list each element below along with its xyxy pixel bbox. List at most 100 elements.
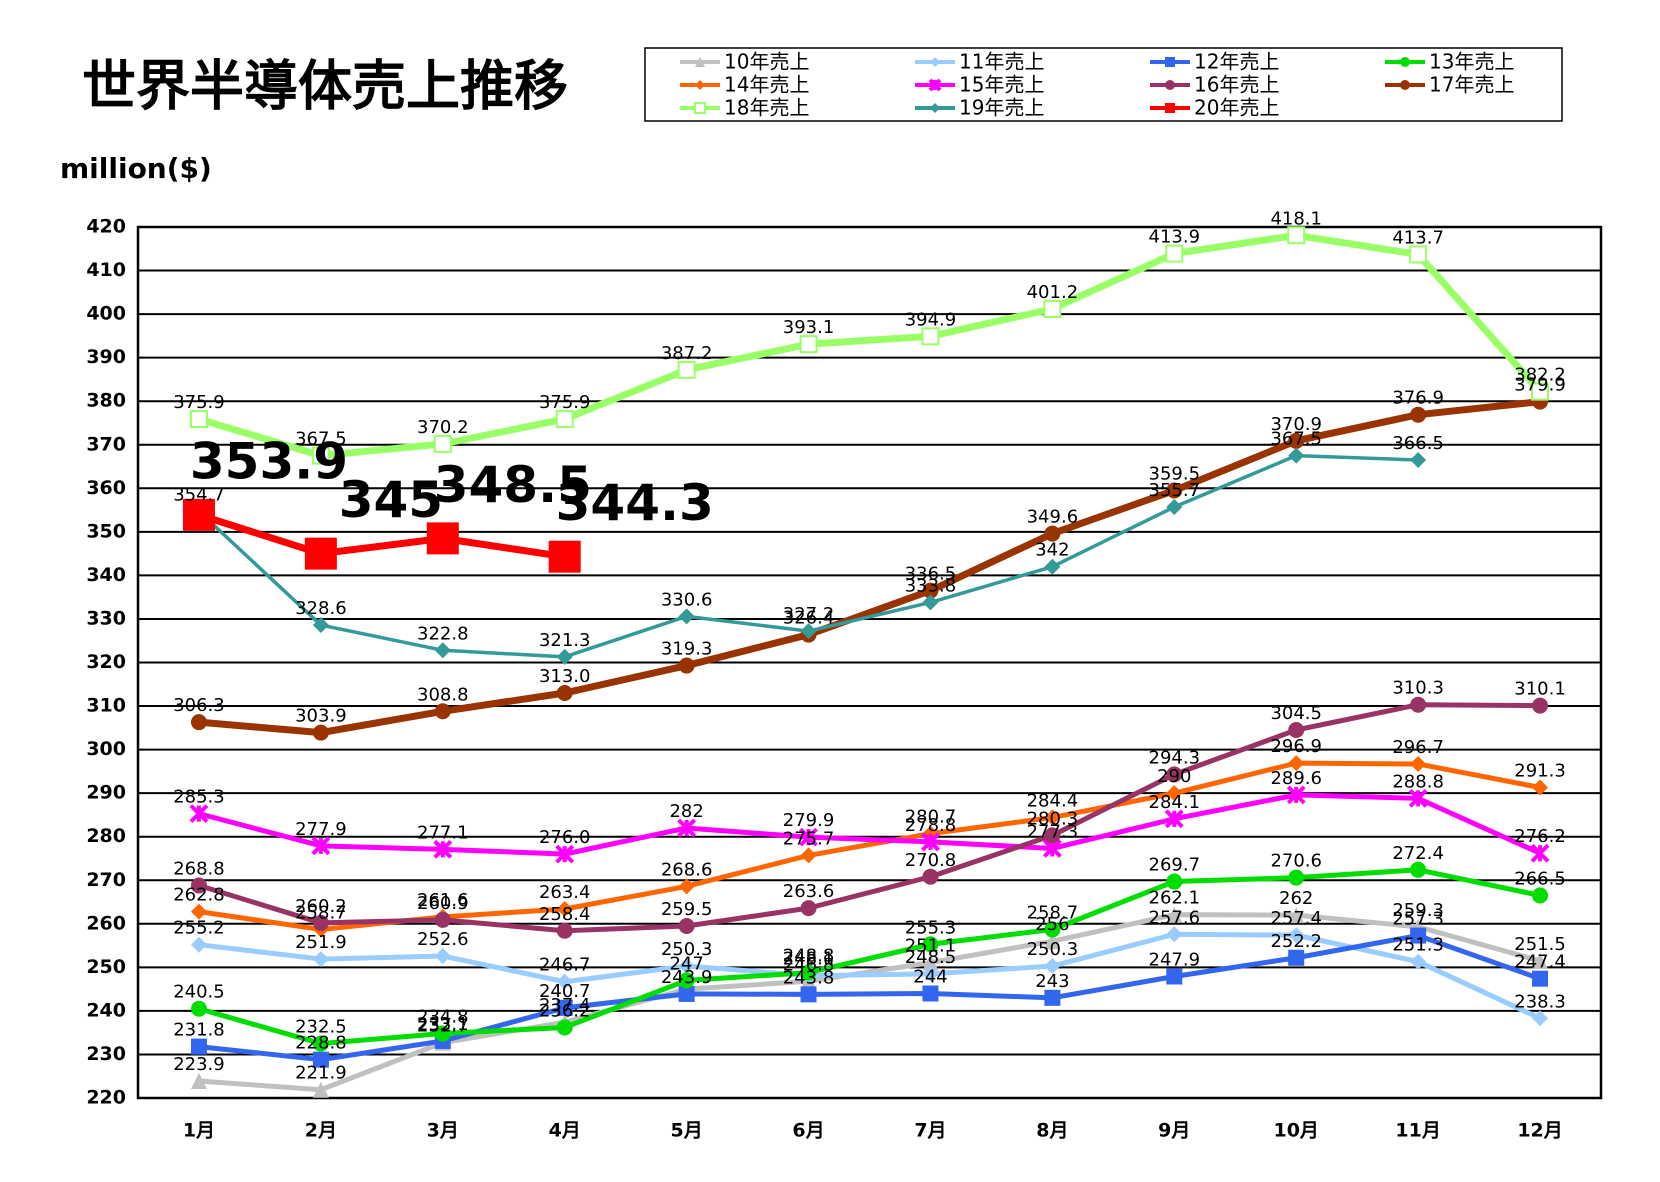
marker xyxy=(1165,244,1184,263)
data-label: 248.8 xyxy=(783,946,835,967)
marker xyxy=(1410,953,1427,970)
marker xyxy=(1532,952,1549,969)
data-label: 250.3 xyxy=(661,939,713,960)
data-label: 366.5 xyxy=(1392,433,1444,454)
marker xyxy=(312,914,329,931)
marker xyxy=(1044,809,1061,826)
data-label: 251.9 xyxy=(295,932,347,953)
data-label: 413.9 xyxy=(1149,227,1201,248)
marker xyxy=(922,936,939,953)
marker xyxy=(190,1073,207,1090)
data-label: 258.7 xyxy=(295,902,347,923)
marker xyxy=(311,836,331,856)
marker xyxy=(678,972,695,989)
data-label: 326.4 xyxy=(783,608,835,629)
marker xyxy=(1410,696,1427,713)
marker xyxy=(1166,499,1183,516)
data-label: 306.3 xyxy=(173,695,225,716)
data-label: 259.5 xyxy=(661,899,713,920)
data-label: 221.9 xyxy=(295,1063,347,1084)
data-label: 282 xyxy=(669,801,703,822)
data-label: 387.2 xyxy=(661,343,713,364)
marker xyxy=(434,948,451,965)
marker xyxy=(1044,989,1061,1006)
marker xyxy=(1287,226,1306,245)
data-label: 367.5 xyxy=(1270,429,1322,450)
marker xyxy=(1166,873,1183,890)
data-label: 257.3 xyxy=(1392,909,1444,930)
data-label: 345 xyxy=(339,471,443,529)
marker xyxy=(556,648,573,665)
marker xyxy=(190,936,207,953)
x-tick-label: 9月 xyxy=(1158,1120,1190,1142)
marker xyxy=(694,102,706,114)
data-label: 248.5 xyxy=(905,947,957,968)
marker xyxy=(1532,697,1549,714)
data-label: 288.8 xyxy=(1392,771,1444,792)
marker xyxy=(190,877,207,894)
data-label: 277.9 xyxy=(295,819,347,840)
marker xyxy=(1410,406,1427,423)
data-label: 290 xyxy=(1157,766,1191,787)
data-label: 285.3 xyxy=(173,787,225,808)
marker xyxy=(1531,382,1550,401)
marker xyxy=(677,360,696,379)
series-line xyxy=(198,933,1541,1063)
data-label: 278.8 xyxy=(905,815,957,836)
marker xyxy=(1400,57,1410,67)
marker xyxy=(312,1081,329,1098)
labels: 223.9 221.9 232.7 237.4 246.8 251.1 256 262.1 26… xyxy=(173,208,1566,1083)
data-label: 237.4 xyxy=(539,995,591,1016)
data-label: 310.3 xyxy=(1392,678,1444,699)
marker xyxy=(800,964,817,981)
series-line xyxy=(198,702,1541,934)
data-label: 327.2 xyxy=(783,604,835,625)
series-line xyxy=(198,912,1541,1093)
marker xyxy=(1410,861,1427,878)
data-label: 257.4 xyxy=(1270,908,1322,929)
data-label: 413.7 xyxy=(1392,227,1444,248)
marker xyxy=(800,986,817,1003)
marker xyxy=(1166,968,1183,985)
data-label: 263.6 xyxy=(783,881,835,902)
legend-label: 12年売上 xyxy=(1194,50,1279,74)
x-tick-label: 2月 xyxy=(305,1120,337,1142)
data-label: 260.2 xyxy=(295,896,347,917)
data-label: 401.2 xyxy=(1027,282,1079,303)
x-tick-label: 12月 xyxy=(1517,1120,1562,1142)
marker xyxy=(678,917,695,934)
marker xyxy=(928,78,942,92)
data-label: 244 xyxy=(913,966,947,987)
marker xyxy=(921,832,940,852)
data-label: 313.0 xyxy=(539,666,591,687)
data-label: 243.8 xyxy=(783,967,835,988)
marker xyxy=(434,911,451,928)
marker xyxy=(677,818,697,838)
y-tick-label: 390 xyxy=(86,346,126,368)
data-label: 240.7 xyxy=(539,981,591,1002)
marker xyxy=(190,903,207,920)
marker xyxy=(1166,766,1183,783)
marker xyxy=(1288,927,1305,944)
marker xyxy=(1409,245,1428,264)
y-tick-label: 220 xyxy=(86,1087,126,1109)
legend-label: 18年売上 xyxy=(724,96,809,120)
data-label: 418.1 xyxy=(1270,208,1322,229)
y-tick-label: 370 xyxy=(86,433,126,455)
data-label: 275.7 xyxy=(783,828,835,849)
data-label: 328.6 xyxy=(295,598,347,619)
marker xyxy=(1043,299,1062,318)
data-label: 252.6 xyxy=(417,929,469,950)
marker xyxy=(555,844,575,864)
data-label: 393.1 xyxy=(783,317,835,338)
data-label: 266.5 xyxy=(1514,868,1566,889)
legend-label: 11年売上 xyxy=(959,50,1044,74)
marker xyxy=(312,951,329,968)
marker xyxy=(312,724,329,741)
marker xyxy=(678,985,695,1002)
x-tick-label: 5月 xyxy=(671,1120,703,1142)
marker xyxy=(1165,57,1175,67)
data-label: 223.9 xyxy=(173,1054,225,1075)
data-label: 379.9 xyxy=(1514,375,1566,396)
